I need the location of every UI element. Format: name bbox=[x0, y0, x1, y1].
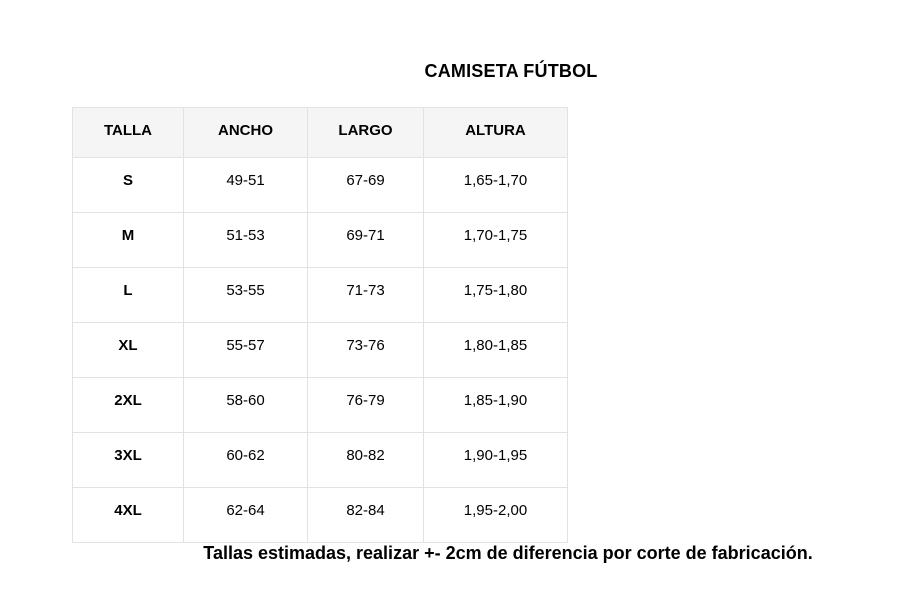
header-cell-altura: ALTURA bbox=[423, 107, 568, 158]
table-row: L 53-55 71-73 1,75-1,80 bbox=[72, 267, 568, 323]
size-cell: 4XL bbox=[72, 487, 184, 543]
size-cell: 2XL bbox=[72, 377, 184, 433]
measurement-cell-altura: 1,80-1,85 bbox=[423, 322, 568, 378]
measurement-cell-largo: 69-71 bbox=[307, 212, 424, 268]
measurement-cell-ancho: 53-55 bbox=[183, 267, 308, 323]
table-header-row: TALLA ANCHO LARGO ALTURA bbox=[72, 107, 568, 158]
footer-note: Tallas estimadas, realizar +- 2cm de dif… bbox=[203, 543, 813, 563]
measurement-cell-ancho: 51-53 bbox=[183, 212, 308, 268]
measurement-cell-ancho: 60-62 bbox=[183, 432, 308, 488]
table-row: S 49-51 67-69 1,65-1,70 bbox=[72, 157, 568, 213]
table-row: 3XL 60-62 80-82 1,90-1,95 bbox=[72, 432, 568, 488]
header-cell-ancho: ANCHO bbox=[183, 107, 308, 158]
table-row: 2XL 58-60 76-79 1,85-1,90 bbox=[72, 377, 568, 433]
measurement-cell-altura: 1,75-1,80 bbox=[423, 267, 568, 323]
size-cell: XL bbox=[72, 322, 184, 378]
measurement-cell-ancho: 62-64 bbox=[183, 487, 308, 543]
page-title: CAMISETA FÚTBOL bbox=[424, 61, 598, 81]
size-cell: S bbox=[72, 157, 184, 213]
header-cell-talla: TALLA bbox=[72, 107, 184, 158]
measurement-cell-ancho: 55-57 bbox=[183, 322, 308, 378]
table-row: 4XL 62-64 82-84 1,95-2,00 bbox=[72, 487, 568, 543]
size-cell: 3XL bbox=[72, 432, 184, 488]
measurement-cell-largo: 76-79 bbox=[307, 377, 424, 433]
measurement-cell-largo: 67-69 bbox=[307, 157, 424, 213]
table-row: XL 55-57 73-76 1,80-1,85 bbox=[72, 322, 568, 378]
measurement-cell-altura: 1,65-1,70 bbox=[423, 157, 568, 213]
measurement-cell-altura: 1,95-2,00 bbox=[423, 487, 568, 543]
measurement-cell-largo: 73-76 bbox=[307, 322, 424, 378]
measurement-cell-largo: 80-82 bbox=[307, 432, 424, 488]
table-row: M 51-53 69-71 1,70-1,75 bbox=[72, 212, 568, 268]
size-table: TALLA ANCHO LARGO ALTURA S 49-51 67-69 1… bbox=[72, 107, 568, 543]
measurement-cell-largo: 82-84 bbox=[307, 487, 424, 543]
size-cell: M bbox=[72, 212, 184, 268]
measurement-cell-altura: 1,70-1,75 bbox=[423, 212, 568, 268]
measurement-cell-largo: 71-73 bbox=[307, 267, 424, 323]
header-cell-largo: LARGO bbox=[307, 107, 424, 158]
measurement-cell-altura: 1,85-1,90 bbox=[423, 377, 568, 433]
measurement-cell-ancho: 58-60 bbox=[183, 377, 308, 433]
measurement-cell-ancho: 49-51 bbox=[183, 157, 308, 213]
size-cell: L bbox=[72, 267, 184, 323]
measurement-cell-altura: 1,90-1,95 bbox=[423, 432, 568, 488]
